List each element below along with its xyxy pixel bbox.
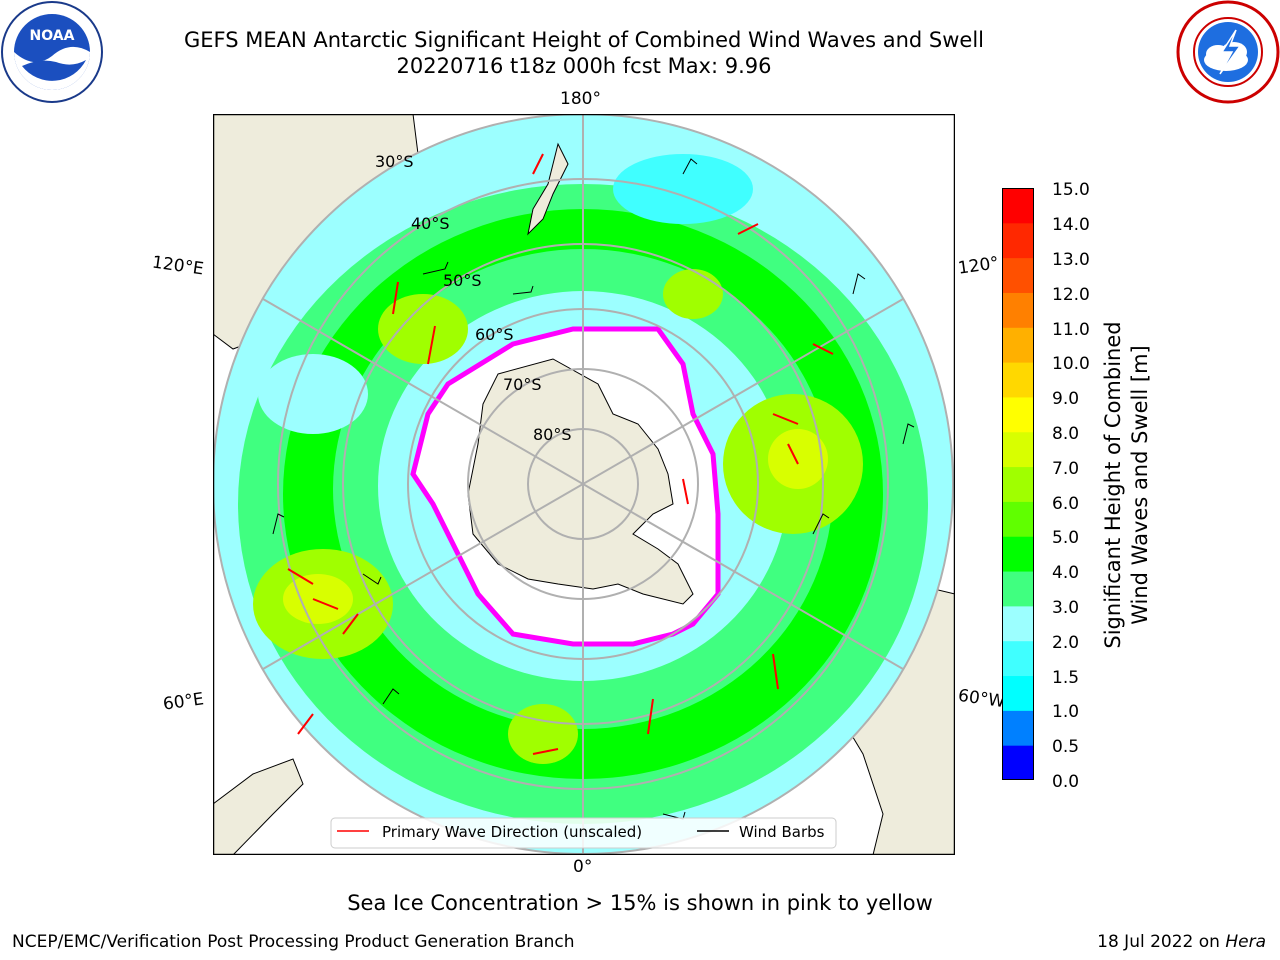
lon-label-120w: 120°	[956, 253, 1001, 279]
lon-label-60w: 60°W	[956, 685, 1007, 713]
colorbar-segment	[1002, 675, 1034, 711]
colorbar-segment	[1002, 327, 1034, 363]
sea-ice-caption: Sea Ice Concentration > 15% is shown in …	[347, 891, 933, 915]
colorbar-segment	[1002, 466, 1034, 502]
cbar-tick: 12.0	[1052, 285, 1090, 305]
colorbar-segment	[1002, 222, 1034, 259]
colorbar-segment	[1002, 710, 1034, 746]
colorbar-segment	[1002, 362, 1034, 398]
cbar-tick: 4.0	[1052, 563, 1080, 583]
noaa-logo: NOAA	[1, 1, 103, 103]
nws-logo	[1176, 0, 1280, 104]
cbar-tick: 0.0	[1052, 772, 1080, 792]
cbar-tick: 5.0	[1052, 528, 1080, 548]
footer-branch: NCEP/EMC/Verification Post Processing Pr…	[12, 932, 575, 952]
colorbar-segment	[1002, 536, 1034, 572]
lon-label-0: 0°	[573, 857, 593, 877]
colorbar-segment	[1002, 396, 1034, 433]
legend-barb-label: Wind Barbs	[739, 823, 825, 841]
cbar-tick: 2.0	[1052, 633, 1080, 653]
lon-label-60e: 60°E	[161, 689, 206, 715]
cbar-tick: 1.0	[1052, 702, 1080, 722]
cbar-tick: 1.5	[1052, 668, 1080, 688]
footer-date-text: 18 Jul 2022 on	[1097, 932, 1220, 952]
lat-label-50: 50°S	[443, 271, 482, 290]
lon-label-120e: 120°E	[150, 252, 205, 280]
cbar-tick: 8.0	[1052, 424, 1080, 444]
lat-label-80: 80°S	[533, 425, 572, 444]
colorbar-segment	[1002, 571, 1034, 607]
cbar-tick: 15.0	[1052, 180, 1090, 200]
land-new-zealand	[527, 142, 569, 236]
cbar-tick: 13.0	[1052, 250, 1090, 270]
colorbar-label-line1: Significant Height of Combined	[1101, 321, 1125, 649]
antarctic-wave-height-map: Primary Wave Direction (unscaled) Wind B…	[213, 114, 955, 855]
cbar-tick: 7.0	[1052, 459, 1080, 479]
chart-title: GEFS MEAN Antarctic Significant Height o…	[183, 28, 985, 52]
colorbar	[1002, 188, 1034, 780]
colorbar-segment	[1002, 257, 1034, 293]
lon-label-180: 180°	[560, 89, 601, 109]
colorbar-border	[1002, 188, 1034, 780]
map-legend: Primary Wave Direction (unscaled) Wind B…	[330, 817, 837, 849]
cbar-tick: 9.0	[1052, 389, 1080, 409]
lat-label-70: 70°S	[503, 375, 542, 394]
footer-date: 18 Jul 2022 on Hera	[1097, 932, 1266, 952]
cbar-tick: 3.0	[1052, 598, 1080, 618]
colorbar-segment	[1002, 292, 1034, 328]
colorbar-label-line2: Wind Waves and Swell [m]	[1128, 345, 1152, 625]
colorbar-segment	[1002, 431, 1034, 468]
land-africa	[213, 758, 304, 855]
legend-wave-label: Primary Wave Direction (unscaled)	[382, 823, 642, 841]
cbar-tick: 11.0	[1052, 320, 1090, 340]
colorbar-segment	[1002, 640, 1034, 677]
colorbar-segment	[1002, 605, 1034, 642]
cbar-tick: 0.5	[1052, 737, 1080, 757]
lat-label-40: 40°S	[411, 214, 450, 233]
colorbar-segment	[1002, 188, 1034, 224]
chart-subtitle: 20220716 t18z 000h fcst Max: 9.96	[396, 54, 772, 78]
svg-text:NOAA: NOAA	[30, 28, 75, 44]
lat-label-30: 30°S	[375, 152, 414, 171]
lat-label-60: 60°S	[475, 325, 514, 344]
cbar-tick: 10.0	[1052, 354, 1090, 374]
cbar-tick: 14.0	[1052, 215, 1090, 235]
colorbar-segment	[1002, 501, 1034, 537]
footer-host: Hera	[1225, 932, 1266, 952]
colorbar-segment	[1002, 745, 1034, 780]
cbar-tick: 6.0	[1052, 494, 1080, 514]
